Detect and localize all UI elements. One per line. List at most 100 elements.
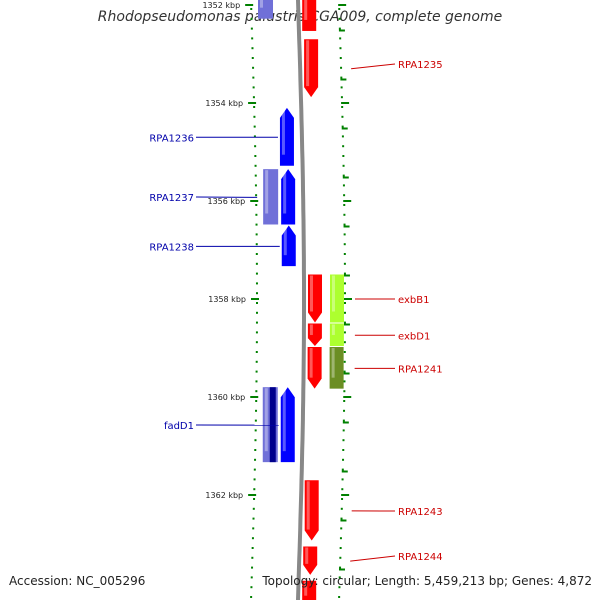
rpa1241-gene-label: RPA1241 (398, 364, 443, 375)
minor-tick-right (343, 390, 346, 393)
minor-tick-right (343, 331, 346, 334)
minor-tick-right (342, 429, 345, 432)
minor-tick-left (251, 547, 254, 549)
minor-tick-left (252, 96, 255, 99)
gene-10-gene-shine (331, 324, 335, 336)
exbb1-gene-shine (309, 275, 313, 312)
gene-8-gene-block (329, 274, 344, 323)
minor-tick-left (254, 174, 257, 177)
gene-8-gene-shine (331, 275, 335, 312)
minor-tick-right (343, 204, 346, 206)
minor-tick-right (341, 106, 344, 108)
minor-tick-left (250, 586, 253, 589)
minor-tick-left (250, 596, 253, 598)
minor-tick-right (343, 400, 346, 402)
minor-tick-left (254, 145, 257, 148)
minor-tick-right (339, 47, 342, 50)
minor-tick-right (342, 174, 345, 177)
minor-tick-right (342, 164, 345, 167)
minor-tick-right (339, 537, 342, 540)
minor-tick-right (338, 586, 341, 589)
scale-label-1356: 1356 kbp (208, 197, 246, 206)
major-tick-left (250, 396, 259, 398)
minor-tick-left (253, 106, 256, 108)
minor-tick-right (340, 517, 343, 520)
rpa1243-gene-label: RPA1243 (398, 507, 443, 518)
exbb1-gene-arrow (307, 274, 322, 323)
minor-tick-right (341, 468, 344, 471)
minor-tick-left (250, 576, 253, 579)
minor-tick-left (254, 419, 257, 422)
medium-tick-right (340, 519, 347, 522)
rpa1238-gene-arrow (281, 225, 296, 267)
major-tick-left (245, 4, 254, 6)
minor-tick-left (254, 458, 257, 461)
minor-tick-right (341, 125, 344, 128)
minor-tick-left (253, 115, 256, 118)
minor-tick-right (339, 547, 342, 549)
minor-tick-left (251, 37, 254, 40)
rpa1235-gene-shine (306, 40, 310, 87)
minor-tick-right (341, 478, 344, 481)
minor-tick-right (338, 576, 341, 579)
minor-tick-right (343, 213, 346, 216)
genome-summary: Topology: circular; Length: 5,459,213 bp… (262, 574, 592, 588)
minor-tick-left (254, 449, 257, 451)
minor-tick-left (252, 527, 255, 530)
minor-tick-right (338, 596, 341, 598)
major-tick-left (250, 200, 259, 202)
minor-tick-left (255, 213, 258, 216)
minor-tick-right (343, 292, 346, 295)
major-tick-left (248, 102, 257, 104)
minor-tick-right (342, 458, 345, 461)
rpa1235-leader-line (351, 63, 396, 70)
minor-tick-left (255, 400, 258, 402)
major-tick-right (343, 298, 352, 300)
minor-tick-left (253, 488, 256, 491)
minor-tick-left (252, 86, 255, 89)
minor-tick-right (338, 27, 341, 30)
gene-2-gene-shine (260, 0, 264, 8)
gene-2-gene-block (258, 0, 274, 19)
minor-tick-left (255, 204, 258, 206)
medium-tick-right (343, 274, 350, 277)
minor-tick-right (342, 449, 345, 451)
minor-tick-right (343, 311, 346, 314)
minor-tick-left (253, 498, 256, 500)
minor-tick-left (252, 66, 255, 69)
minor-tick-right (343, 380, 346, 383)
minor-tick-right (343, 282, 346, 285)
minor-tick-left (255, 360, 258, 363)
minor-tick-left (252, 517, 255, 520)
minor-tick-right (339, 556, 342, 559)
minor-tick-right (343, 233, 346, 236)
medium-tick-right (340, 78, 347, 81)
minor-tick-left (250, 8, 253, 10)
minor-tick-right (343, 341, 346, 344)
major-tick-right (343, 396, 352, 398)
fadd1-gene-label: fadD1 (164, 421, 194, 432)
rpa1236-gene-arrow (279, 107, 294, 166)
medium-tick-right (341, 470, 348, 473)
rpa1244-gene-label: RPA1244 (398, 552, 443, 563)
minor-tick-left (253, 478, 256, 481)
minor-tick-right (342, 419, 345, 422)
major-tick-left (250, 298, 259, 300)
gene-4-gene-arrow (281, 169, 296, 225)
gene-0-gene-shine (304, 0, 308, 20)
minor-tick-right (340, 86, 343, 89)
minor-tick-left (255, 321, 258, 324)
rpa1237-gene-label: RPA1237 (149, 193, 194, 204)
minor-tick-left (255, 311, 258, 314)
minor-tick-right (343, 243, 346, 246)
minor-tick-left (253, 135, 256, 138)
minor-tick-right (339, 37, 342, 40)
genome-backbone (296, 0, 306, 600)
minor-tick-left (255, 292, 258, 295)
medium-tick-right (338, 568, 345, 571)
minor-tick-right (340, 527, 343, 530)
minor-tick-left (254, 184, 257, 187)
rpa1235-gene-label: RPA1235 (398, 60, 443, 71)
minor-tick-left (255, 302, 258, 304)
